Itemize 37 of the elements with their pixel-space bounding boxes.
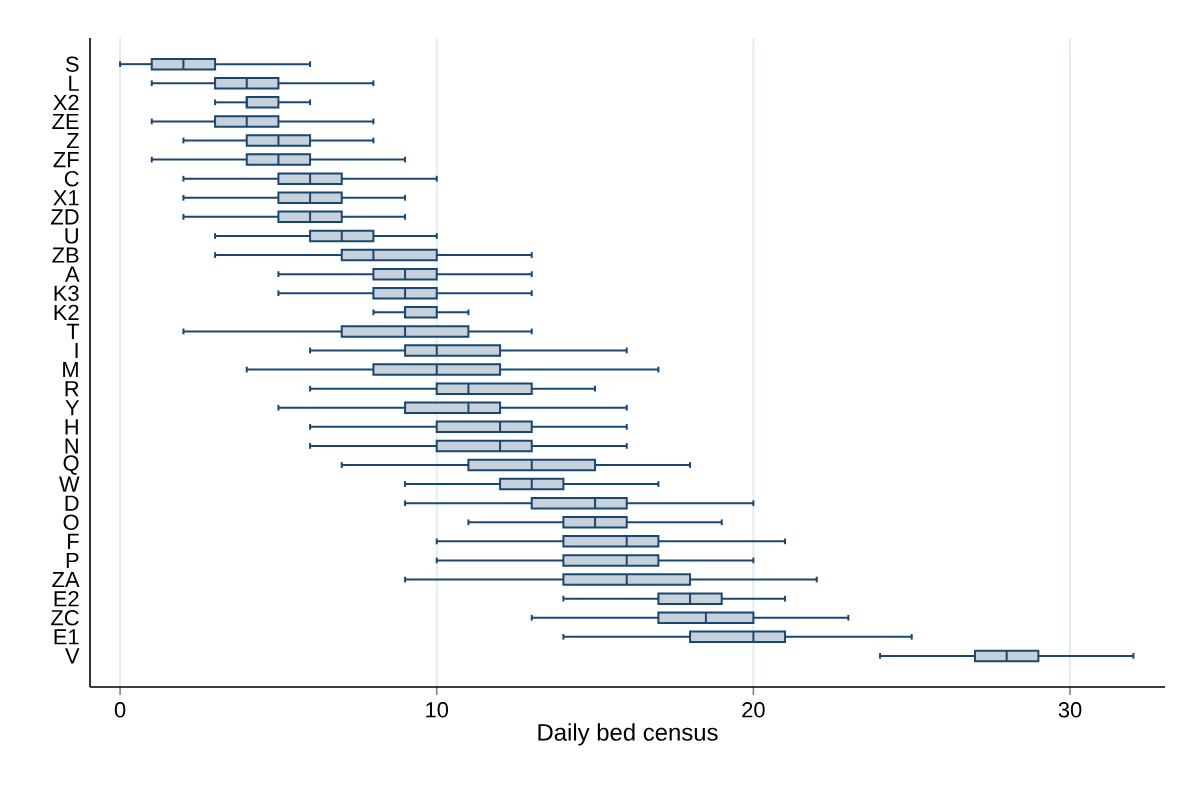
x-tick-label: 10 — [426, 702, 449, 718]
y-tick-label: X2 — [53, 94, 79, 110]
y-tick-label: K2 — [54, 304, 79, 320]
x-axis-title: Daily bed census — [538, 723, 718, 746]
y-tick-label: Y — [65, 400, 80, 416]
y-tick-label: X1 — [53, 190, 79, 206]
y-tick-label: ZA — [52, 572, 80, 588]
y-tick-label: T — [66, 323, 80, 339]
y-tick-label: E2 — [54, 591, 79, 607]
y-tick-label: ZD — [51, 209, 79, 225]
y-tick-label: V — [65, 648, 80, 664]
y-tick-label: S — [65, 56, 79, 72]
y-tick-label: ZC — [51, 609, 79, 626]
y-tick-label: R — [65, 381, 79, 397]
y-tick-label: F — [68, 533, 79, 549]
y-tick-label: N — [65, 438, 78, 454]
y-tick-label: E1 — [54, 629, 79, 645]
y-tick-label: D — [65, 495, 79, 511]
y-tick-label: U — [65, 228, 78, 244]
y-tick-label: M — [63, 362, 78, 378]
y-tick-label: A — [65, 266, 80, 282]
y-tick-label: I — [75, 342, 78, 359]
y-tick-label: ZB — [52, 247, 79, 263]
y-tick-label: L — [69, 75, 79, 91]
y-tick-label: Q — [63, 455, 79, 475]
y-tick-label: ZE — [52, 113, 79, 129]
y-tick-label: K3 — [54, 285, 79, 301]
y-tick-label: P — [66, 552, 79, 568]
y-tick-label: W — [59, 476, 80, 492]
y-tick-label: ZF — [53, 152, 79, 168]
y-tick-label: O — [63, 514, 79, 531]
y-tick-label: H — [65, 419, 78, 435]
y-tick-label: C — [64, 170, 79, 187]
x-tick-label: 30 — [1058, 702, 1082, 718]
y-tick-label: Z — [66, 132, 79, 149]
x-tick-label: 20 — [742, 702, 765, 718]
x-tick-label: 0 — [114, 702, 126, 718]
